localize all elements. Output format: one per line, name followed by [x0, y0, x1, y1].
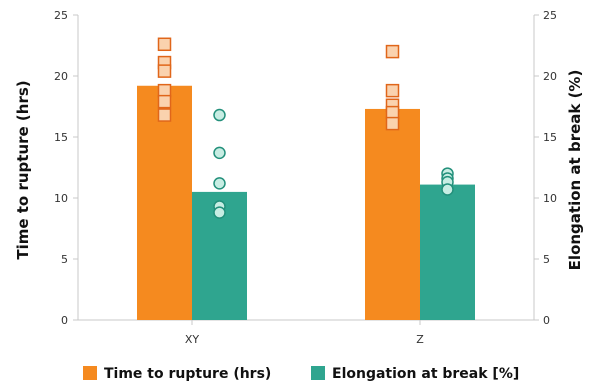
y-tick-label: 0 [61, 314, 68, 327]
data-point-circle [213, 146, 226, 160]
data-point-square [157, 108, 172, 122]
data-point-square [157, 83, 172, 98]
y2-tick-label: 15 [543, 131, 557, 144]
y2-axis-title: Elongation at break (%) [566, 70, 584, 271]
y-axis-title: Time to rupture (hrs) [14, 80, 32, 259]
y-tick-label: 20 [54, 70, 68, 83]
data-point-square [157, 37, 172, 52]
x-tick-label: XY [185, 333, 200, 346]
y2-tick-label: 0 [543, 314, 550, 327]
legend-label-time-to-rupture: Time to rupture (hrs) [104, 366, 271, 382]
data-point-square [157, 64, 172, 78]
data-point-circle [213, 108, 226, 122]
y-tick-label: 5 [61, 253, 68, 266]
legend-swatch-elongation [311, 366, 325, 380]
y2-tick-label: 5 [543, 253, 550, 266]
y-tick-label: 15 [54, 131, 68, 144]
data-point-square [385, 116, 400, 131]
y2-tick-label: 10 [543, 192, 557, 205]
data-point-square [385, 105, 400, 120]
legend-swatch-time-to-rupture [83, 366, 97, 380]
bar-time-to-rupture-xy [137, 85, 192, 320]
data-point-circle [213, 177, 226, 190]
y-tick-label: 25 [54, 9, 68, 22]
y2-tick-label: 25 [543, 9, 557, 22]
data-point-circle [213, 206, 226, 219]
data-point-square [157, 94, 172, 109]
legend: Time to rupture (hrs) Elongation at break… [83, 366, 519, 382]
y2-tick-label: 20 [543, 70, 557, 83]
legend-label-elongation: Elongation at break [%] [332, 366, 519, 382]
data-point-circle [441, 183, 454, 196]
data-point-square [385, 44, 400, 59]
y-tick-label: 10 [54, 192, 68, 205]
x-tick-label: Z [416, 333, 424, 346]
bar-elongation-z [420, 184, 475, 320]
plot-area: 0 5 10 15 20 25 0 5 10 15 20 25 XY Z [54, 9, 557, 346]
bar-time-to-rupture-z [365, 108, 420, 320]
data-point-square [385, 83, 400, 98]
